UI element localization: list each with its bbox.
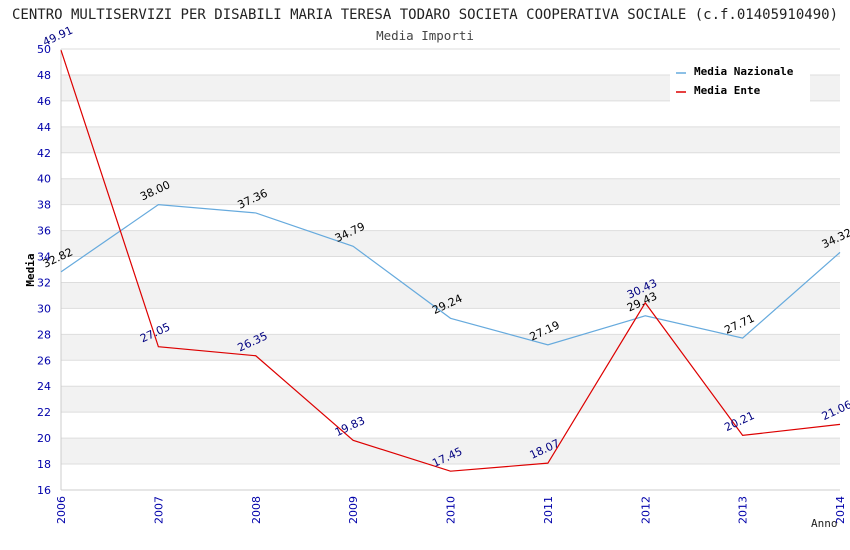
grid-band xyxy=(61,334,840,361)
data-label: 49.91 xyxy=(41,24,75,49)
axes xyxy=(60,49,840,491)
x-tick-label: 2014 xyxy=(834,496,847,524)
chart-title: CENTRO MULTISERVIZI PER DISABILI MARIA T… xyxy=(12,7,838,23)
y-tick-label: 42 xyxy=(37,147,51,160)
x-tick-label: 2012 xyxy=(639,496,652,524)
grid-bands xyxy=(61,74,840,465)
y-tick-label: 24 xyxy=(37,380,51,393)
grid-band xyxy=(61,438,840,465)
y-tick-label: 32 xyxy=(37,276,51,289)
y-tick-label: 38 xyxy=(37,199,51,212)
x-tick-label: 2013 xyxy=(737,496,750,524)
y-tick-label: 30 xyxy=(37,302,51,315)
y-tick-label: 46 xyxy=(37,95,51,108)
x-tick-label: 2010 xyxy=(445,496,458,524)
chart-subtitle: Media Importi xyxy=(376,28,474,43)
y-tick-label: 22 xyxy=(37,406,51,419)
series-line-media-nazionale xyxy=(60,204,841,346)
x-tick-label: 2006 xyxy=(55,496,68,524)
y-tick-label: 34 xyxy=(37,251,51,264)
grid-band xyxy=(61,178,840,205)
y-tick-label: 36 xyxy=(37,225,51,238)
legend: Media Nazionale Media Ente xyxy=(670,61,810,103)
y-tick-label: 16 xyxy=(37,484,51,497)
y-tick-label: 28 xyxy=(37,328,51,341)
grid-band xyxy=(61,282,840,309)
grid-band xyxy=(61,126,840,153)
grid-band xyxy=(61,230,840,257)
data-label: 32.82 xyxy=(41,245,75,270)
y-tick-label: 26 xyxy=(37,354,51,367)
x-tick-label: 2007 xyxy=(152,496,165,524)
x-axis-label: Anno xyxy=(811,517,838,530)
legend-box xyxy=(670,61,810,103)
y-tick-label: 20 xyxy=(37,432,51,445)
y-tick-label: 18 xyxy=(37,458,51,471)
legend-label-media-nazionale: Media Nazionale xyxy=(694,65,794,78)
y-tick-label: 40 xyxy=(37,173,51,186)
y-axis-ticks: 16 18 20 22 24 26 28 30 32 34 36 38 40 42 44 46 48 50 xyxy=(37,43,51,497)
x-tick-label: 2009 xyxy=(347,496,360,524)
series-lines xyxy=(60,49,841,472)
y-axis-label: Media xyxy=(24,253,37,286)
x-tick-label: 2008 xyxy=(250,496,263,524)
data-label: 19.83 xyxy=(333,414,367,439)
y-tick-label: 44 xyxy=(37,121,51,134)
legend-label-media-ente: Media Ente xyxy=(694,84,761,97)
x-axis-ticks: 2006 2007 2008 2009 2010 2011 2012 2013 2014 xyxy=(55,496,847,524)
series-line-media-ente xyxy=(60,49,841,472)
y-tick-label: 50 xyxy=(37,43,51,56)
data-label: 27.71 xyxy=(722,312,756,337)
x-tick-label: 2011 xyxy=(542,496,555,524)
y-tick-label: 48 xyxy=(37,69,51,82)
